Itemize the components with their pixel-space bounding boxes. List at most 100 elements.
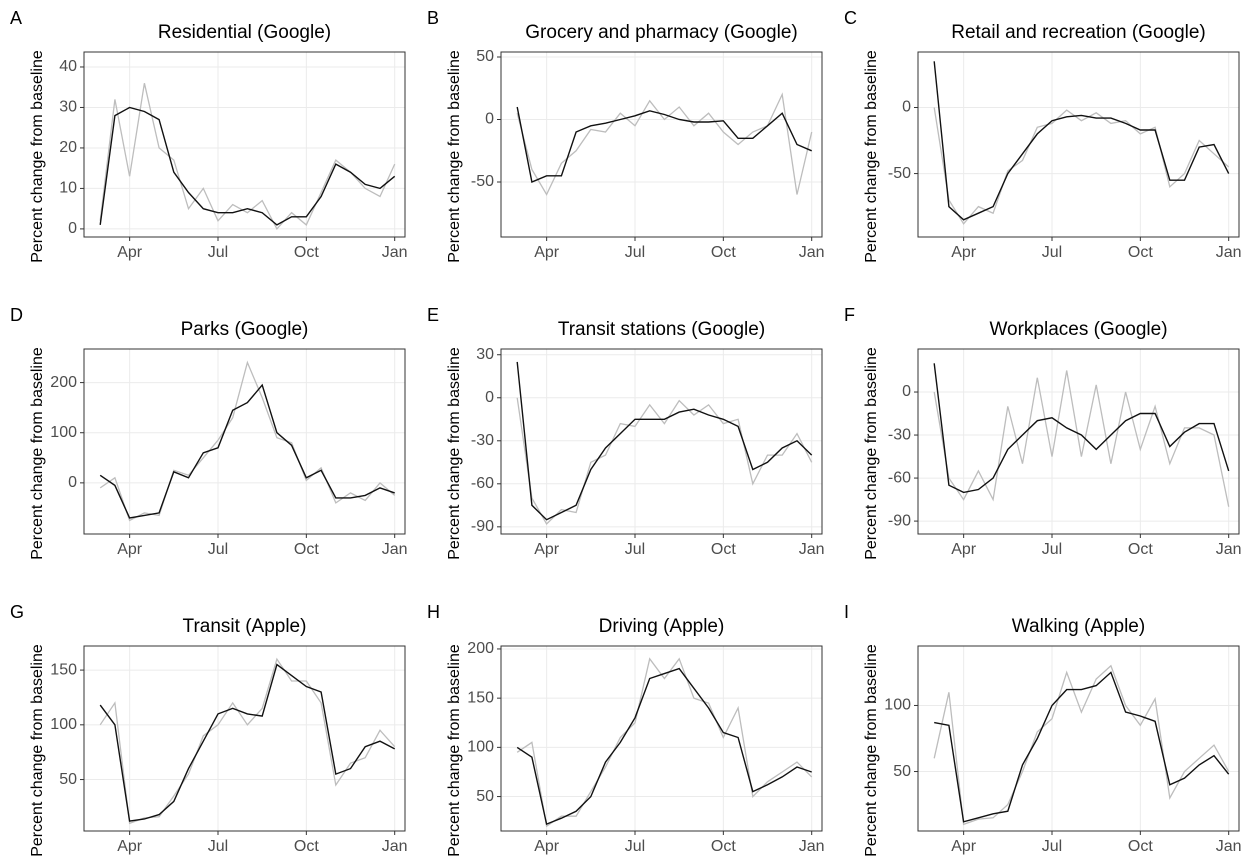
data-line xyxy=(933,107,1230,225)
panel: -90 -60 -30 0 Apr Jul Oct Jan Workplaces (Google… xyxy=(844,305,1242,560)
y-tick-label: -30 xyxy=(888,426,911,443)
x-tick-label: Jan xyxy=(1216,838,1242,855)
plot-border xyxy=(83,51,406,238)
data-line xyxy=(99,83,396,231)
y-tick-label: 0 xyxy=(68,474,77,491)
chart-title: Transit stations (Google) xyxy=(558,319,765,340)
panel-label: A xyxy=(10,8,22,28)
data-line xyxy=(99,663,396,822)
plot-background xyxy=(501,646,822,831)
y-tick-label: 50 xyxy=(59,771,77,788)
x-tick-label: Oct xyxy=(1128,838,1153,855)
panel-label: H xyxy=(427,602,440,622)
x-tick-label: Jan xyxy=(799,244,825,261)
panel: 0 100 200 Apr Jul Oct Jan Parks (Google) D Percen… xyxy=(10,305,408,560)
y-tick-label: 150 xyxy=(467,689,494,706)
x-tick-label: Jan xyxy=(799,541,825,558)
y-axis-label: Percent change from baseline xyxy=(29,347,46,560)
chart-title: Walking (Apple) xyxy=(1012,616,1145,637)
plot-background xyxy=(84,646,405,831)
y-tick-label: 50 xyxy=(893,763,911,780)
y-tick-label: 100 xyxy=(50,424,77,441)
panel-label: D xyxy=(10,305,23,325)
panel: 0 10 20 30 40 Apr Jul Oct Jan Residential (Google… xyxy=(10,8,408,263)
y-tick-label: 100 xyxy=(50,716,77,733)
plot-border xyxy=(83,348,406,535)
y-tick-label: 50 xyxy=(476,788,494,805)
data-line xyxy=(516,106,812,183)
x-tick-label: Apr xyxy=(117,838,143,855)
y-tick-label: -30 xyxy=(471,432,494,449)
panel: 50 100 150 200 Apr Jul Oct Jan Driving (Apple) H P… xyxy=(427,602,825,857)
y-tick-label: 200 xyxy=(50,374,77,391)
y-axis-label: Percent change from baseline xyxy=(446,50,463,263)
y-tick-label: 200 xyxy=(467,640,494,657)
x-tick-label: Jan xyxy=(382,541,408,558)
y-tick-label: 0 xyxy=(902,383,911,400)
x-tick-label: Jul xyxy=(625,244,645,261)
y-axis-label: Percent change from baseline xyxy=(863,644,880,857)
x-tick-label: Apr xyxy=(534,244,560,261)
panel-label: B xyxy=(427,8,439,28)
y-tick-label: 10 xyxy=(59,180,77,197)
panel-label: F xyxy=(844,305,855,325)
plot-border xyxy=(83,645,406,832)
data-line xyxy=(934,671,1230,823)
x-tick-label: Jan xyxy=(382,838,408,855)
x-tick-label: Oct xyxy=(294,838,319,855)
x-tick-label: Oct xyxy=(1128,541,1153,558)
x-tick-label: Jul xyxy=(208,838,228,855)
plot-border xyxy=(500,348,823,535)
chart-title: Driving (Apple) xyxy=(599,616,725,637)
data-line xyxy=(933,61,1230,221)
chart-title: Workplaces (Google) xyxy=(989,319,1167,340)
y-tick-label: 50 xyxy=(476,48,494,65)
y-tick-label: 150 xyxy=(50,661,77,678)
x-tick-label: Oct xyxy=(1128,244,1153,261)
panel-label: C xyxy=(844,8,857,28)
x-tick-label: Apr xyxy=(951,244,977,261)
y-tick-label: 0 xyxy=(485,389,494,406)
x-tick-label: Jul xyxy=(1042,541,1062,558)
x-tick-label: Oct xyxy=(294,541,319,558)
y-tick-label: -60 xyxy=(888,469,911,486)
panel: -50 0 Apr Jul Oct Jan Retail and recreation (G… xyxy=(844,8,1242,263)
x-tick-label: Oct xyxy=(711,838,736,855)
x-tick-label: Jul xyxy=(625,838,645,855)
x-tick-label: Apr xyxy=(534,541,560,558)
y-tick-label: -50 xyxy=(471,173,494,190)
panel-label: I xyxy=(844,602,849,622)
plot-background xyxy=(918,646,1239,831)
data-line xyxy=(99,360,396,522)
chart-title: Transit (Apple) xyxy=(183,616,307,637)
y-tick-label: 0 xyxy=(485,111,494,128)
y-tick-label: -60 xyxy=(471,475,494,492)
x-tick-label: Jan xyxy=(382,244,408,261)
x-tick-label: Apr xyxy=(534,838,560,855)
x-tick-label: Jan xyxy=(1216,541,1242,558)
y-axis-label: Percent change from baseline xyxy=(863,50,880,263)
y-tick-label: 30 xyxy=(59,99,77,116)
x-tick-label: Jul xyxy=(1042,838,1062,855)
x-tick-label: Apr xyxy=(117,541,143,558)
panel: -90 -60 -30 0 30 Apr Jul Oct Jan Transit stations… xyxy=(427,305,825,560)
plot-background xyxy=(84,349,405,534)
panel: 50 100 150 Apr Jul Oct Jan Transit (Apple) G Perc… xyxy=(10,602,408,857)
y-tick-label: 0 xyxy=(902,99,911,116)
plot-background xyxy=(918,52,1239,237)
x-tick-label: Jan xyxy=(1216,244,1242,261)
plot-border xyxy=(500,51,823,238)
x-tick-label: Oct xyxy=(711,541,736,558)
x-tick-label: Jul xyxy=(625,541,645,558)
data-line xyxy=(933,370,1230,507)
data-line xyxy=(99,383,395,519)
y-axis-label: Percent change from baseline xyxy=(446,347,463,560)
plot-background xyxy=(501,349,822,534)
plot-border xyxy=(500,645,823,832)
y-tick-label: 30 xyxy=(476,346,494,363)
y-tick-label: 100 xyxy=(467,739,494,756)
x-tick-label: Jul xyxy=(208,541,228,558)
y-tick-label: 0 xyxy=(68,220,77,237)
